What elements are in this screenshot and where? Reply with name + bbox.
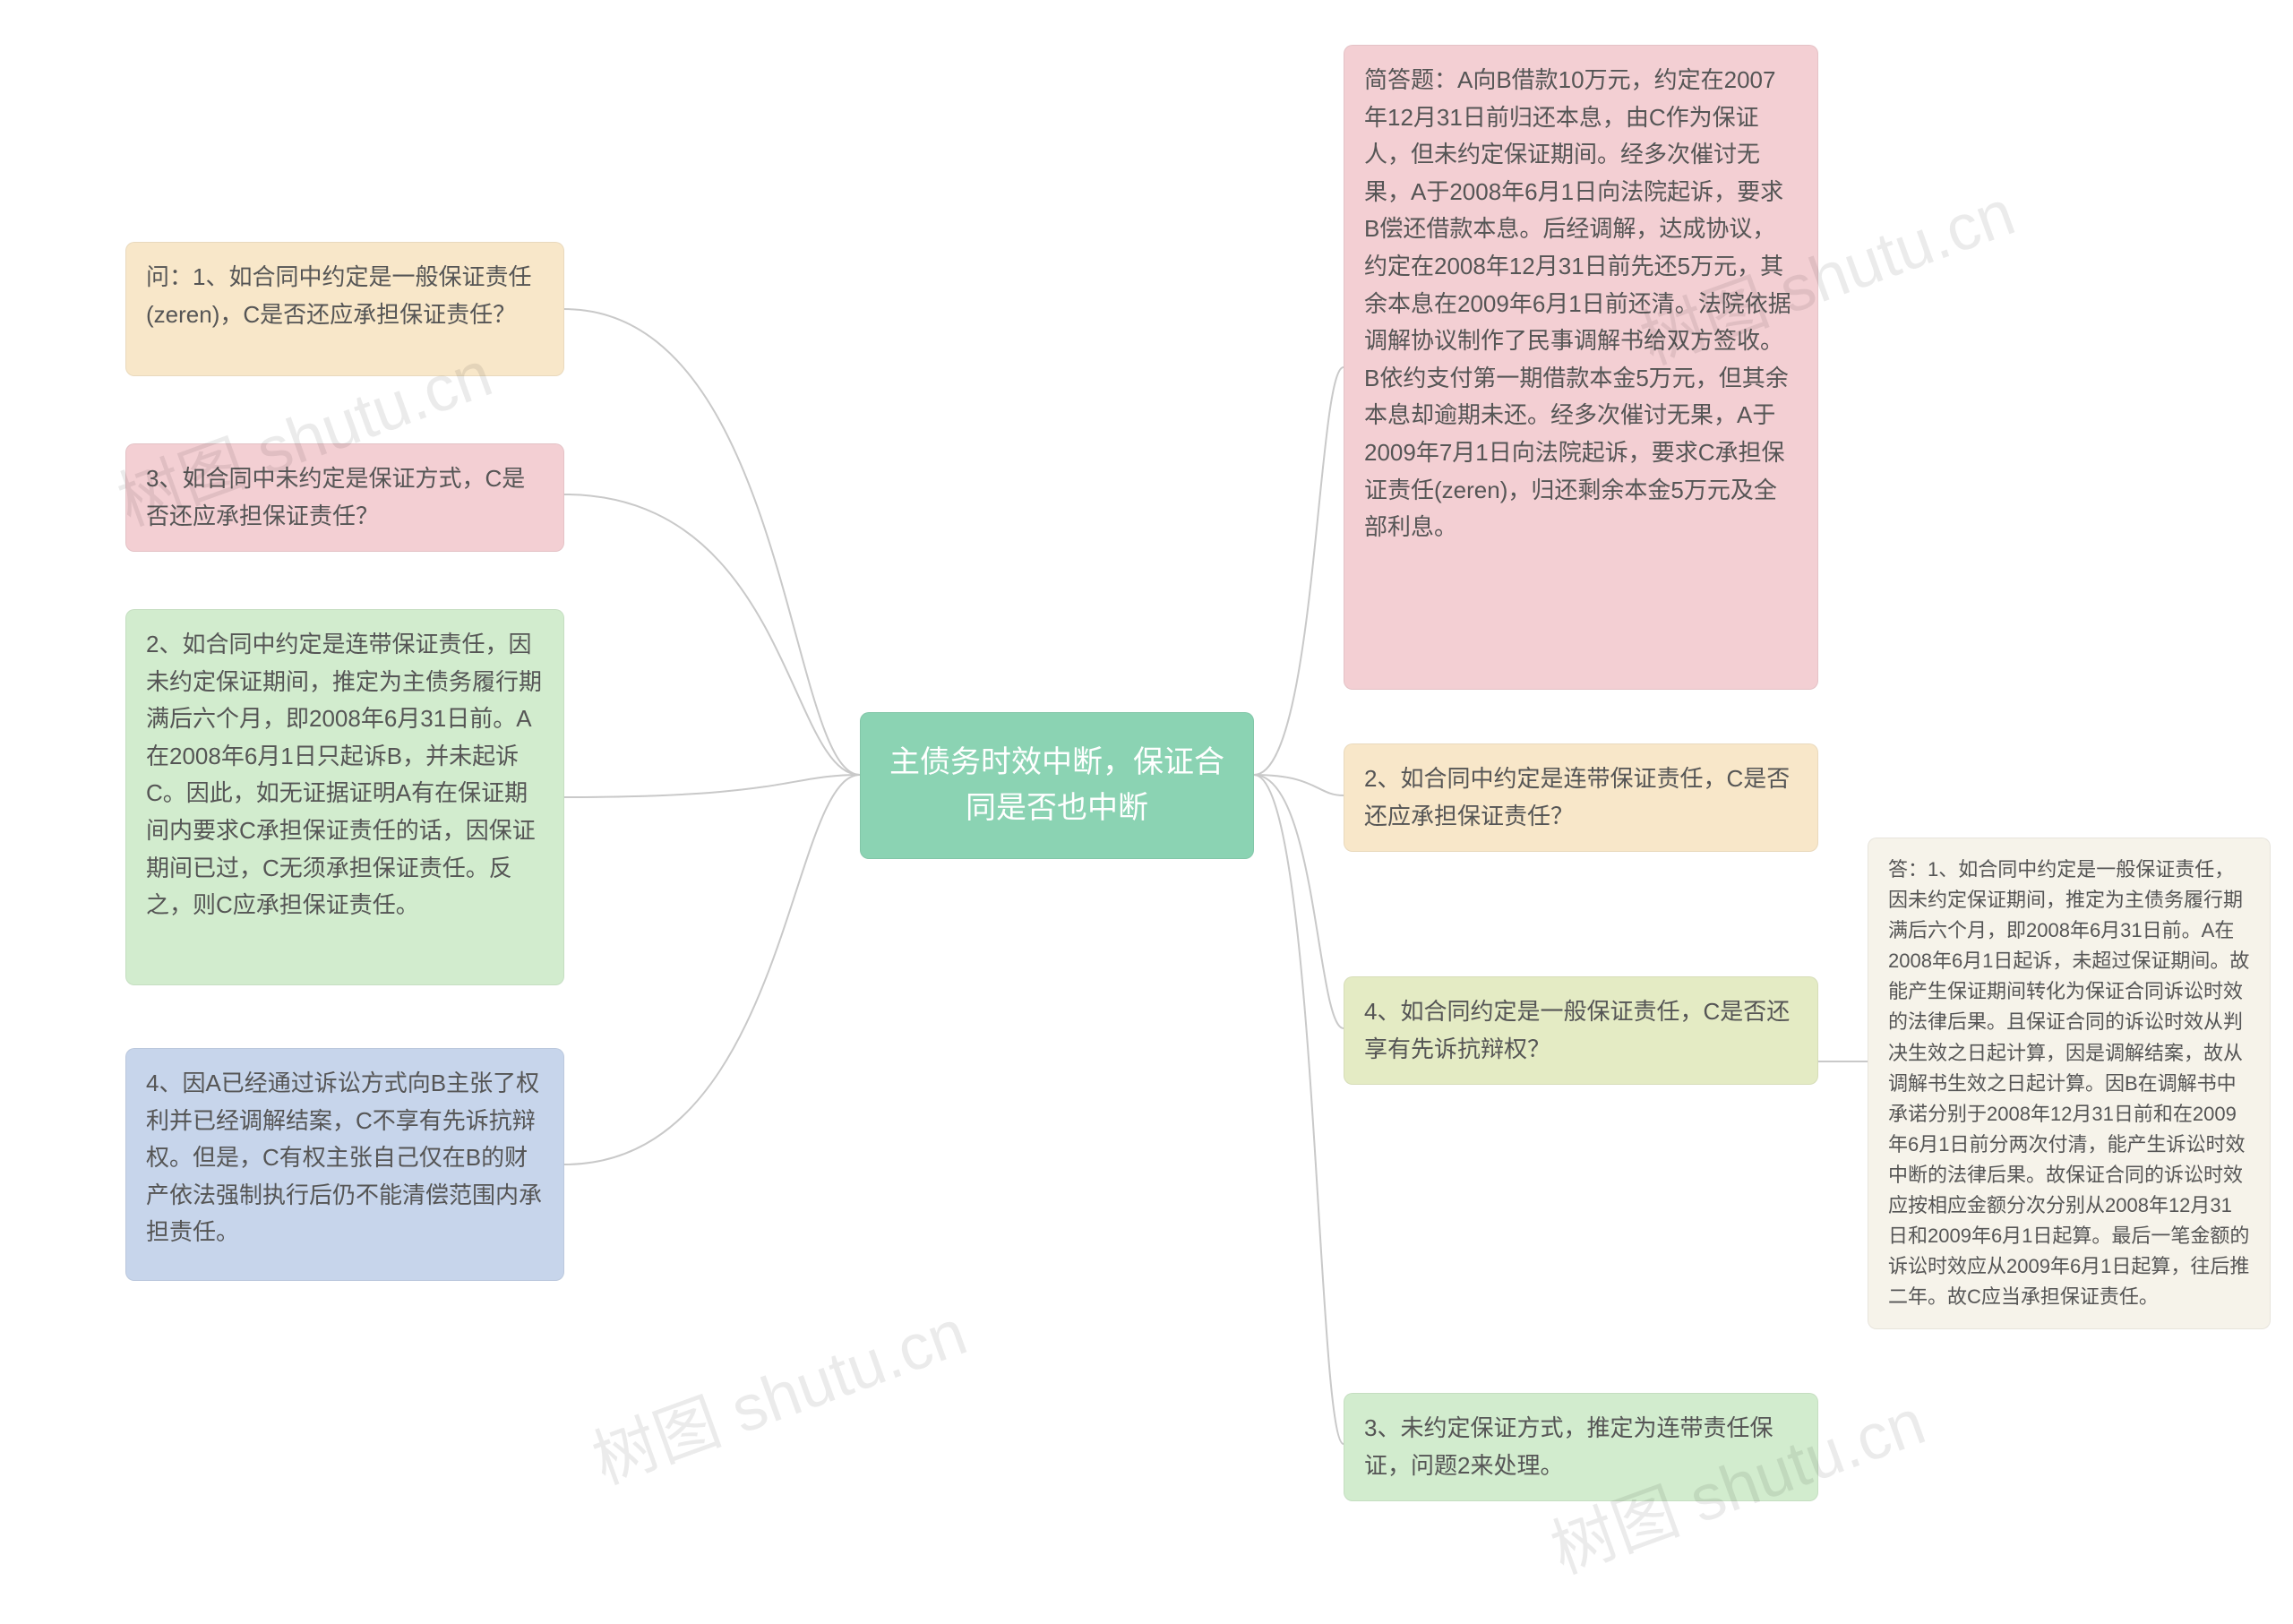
right-node-q4-answer[interactable]: 答：1、如合同中约定是一般保证责任，因未约定保证期间，推定为主债务履行期满后六个…	[1868, 838, 2271, 1329]
center-topic[interactable]: 主债务时效中断，保证合同是否也中断	[860, 712, 1254, 859]
right-node-case[interactable]: 简答题：A向B借款10万元，约定在2007年12月31日前归还本息，由C作为保证…	[1344, 45, 1818, 690]
right-node-q4[interactable]: 4、如合同约定是一般保证责任，C是否还享有先诉抗辩权？	[1344, 976, 1818, 1085]
left-node-q1[interactable]: 问：1、如合同中约定是一般保证责任(zeren)，C是否还应承担保证责任？	[125, 242, 564, 376]
right-node-q2[interactable]: 2、如合同中约定是连带保证责任，C是否还应承担保证责任？	[1344, 743, 1818, 852]
left-node-a2[interactable]: 2、如合同中约定是连带保证责任，因未约定保证期间，推定为主债务履行期满后六个月，…	[125, 609, 564, 985]
right-node-a3[interactable]: 3、未约定保证方式，推定为连带责任保证，问题2来处理。	[1344, 1393, 1818, 1501]
left-node-q3[interactable]: 3、如合同中未约定是保证方式，C是否还应承担保证责任？	[125, 443, 564, 552]
left-node-a4[interactable]: 4、因A已经通过诉讼方式向B主张了权利并已经调解结案，C不享有先诉抗辩权。但是，…	[125, 1048, 564, 1281]
watermark-2: 树图 shutu.cn	[578, 1280, 977, 1502]
